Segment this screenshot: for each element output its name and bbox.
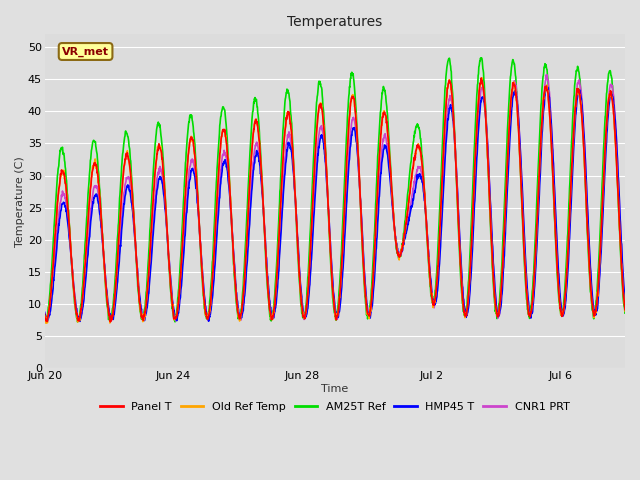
Text: VR_met: VR_met [62,47,109,57]
Y-axis label: Temperature (C): Temperature (C) [15,156,25,247]
X-axis label: Time: Time [321,384,348,394]
Legend: Panel T, Old Ref Temp, AM25T Ref, HMP45 T, CNR1 PRT: Panel T, Old Ref Temp, AM25T Ref, HMP45 … [96,397,574,416]
Title: Temperatures: Temperatures [287,15,383,29]
